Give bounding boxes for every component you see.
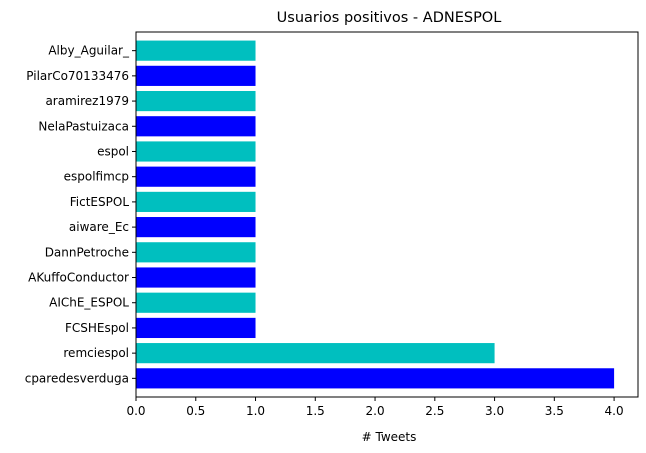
bar-aiware_Ec — [136, 217, 256, 238]
x-tick-label: 0.5 — [186, 404, 205, 418]
y-tick-label: FictESPOL — [70, 195, 130, 209]
bar-DannPetroche — [136, 242, 256, 263]
y-tick-label: aiware_Ec — [69, 220, 129, 234]
x-tick-label: 0.0 — [126, 404, 145, 418]
bar-FictESPOL — [136, 191, 256, 212]
x-axis: 0.0 0.5 1.0 1.5 2.0 2.5 3.0 3.5 4.0 — [126, 397, 624, 418]
y-tick-label: espol — [97, 144, 129, 158]
y-tick-label: cparedesverduga — [25, 371, 129, 385]
bar-espolfimcp — [136, 166, 256, 187]
bar-aramirez1979 — [136, 90, 256, 112]
x-axis-label: # Tweets — [362, 430, 417, 444]
bar-AKuffoConductor — [136, 267, 256, 288]
x-tick-label: 3.5 — [545, 404, 564, 418]
bar-PilarCo70133476 — [136, 65, 256, 86]
x-tick-label: 1.0 — [246, 404, 265, 418]
bar-NelaPastuizaca — [136, 116, 256, 137]
y-axis: cparedesverduga remciespol FCSHEspol AIChE_… — [25, 44, 136, 385]
y-tick-label: aramirez1979 — [45, 94, 129, 108]
y-tick-label: DannPetroche — [45, 245, 129, 259]
x-tick-label: 2.5 — [425, 404, 444, 418]
bar-Alby_Aguilar_ — [136, 40, 256, 61]
x-tick-label: 2.0 — [366, 404, 385, 418]
bar-cparedesverduga — [136, 368, 615, 389]
y-tick-label: AKuffoConductor — [28, 271, 129, 285]
x-tick-label: 4.0 — [605, 404, 624, 418]
y-tick-label: AIChE_ESPOL — [49, 296, 129, 310]
y-tick-label: FCSHEspol — [65, 321, 129, 335]
y-tick-label: remciespol — [63, 346, 129, 360]
bar-AIChE_ESPOL — [136, 292, 256, 313]
x-tick-label: 1.5 — [306, 404, 325, 418]
y-tick-label: PilarCo70133476 — [26, 69, 129, 83]
y-tick-label: Alby_Aguilar_ — [48, 44, 130, 58]
bar-remciespol — [136, 343, 495, 364]
bar-espol — [136, 141, 256, 162]
y-tick-label: NelaPastuizaca — [38, 119, 129, 133]
bars-group — [136, 40, 615, 389]
plot-frame — [135, 31, 639, 398]
y-tick-label: espolfimcp — [64, 170, 129, 184]
x-tick-label: 3.0 — [485, 404, 504, 418]
bar-FCSHEspol — [136, 317, 256, 339]
chart-title: Usuarios positivos - ADNESPOL — [277, 10, 502, 26]
